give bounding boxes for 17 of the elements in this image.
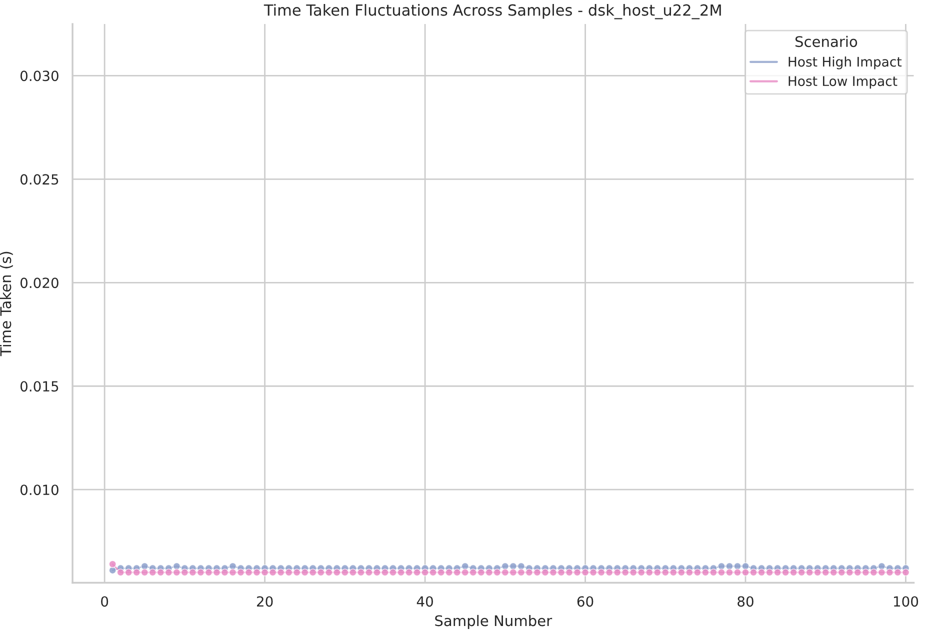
y-tick-label: 0.020 <box>20 278 58 288</box>
y-tick-label: 0.015 <box>20 381 58 392</box>
legend-title: Scenario <box>795 36 858 48</box>
x-tick-label: 40 <box>416 596 433 607</box>
x-tick-label: 20 <box>256 596 273 607</box>
chart-title: Time Taken Fluctuations Across Samples - dsk_host_u22_2M <box>264 4 721 20</box>
x-tick-label: 100 <box>894 596 918 607</box>
x-tick-label: 80 <box>738 596 754 607</box>
y-tick-label: 0.010 <box>20 484 58 496</box>
legend-label: Host Low Impact <box>788 76 898 89</box>
x-tick-label: 60 <box>577 596 594 607</box>
legend-label: Host High Impact <box>788 56 902 70</box>
x-axis-title: Sample Number <box>435 614 552 630</box>
y-tick-label: 0.025 <box>20 174 58 185</box>
x-tick-label: 0 <box>101 596 108 607</box>
y-axis-title: Time Taken (s) <box>0 252 13 356</box>
y-tick-label: 0.030 <box>20 70 58 82</box>
